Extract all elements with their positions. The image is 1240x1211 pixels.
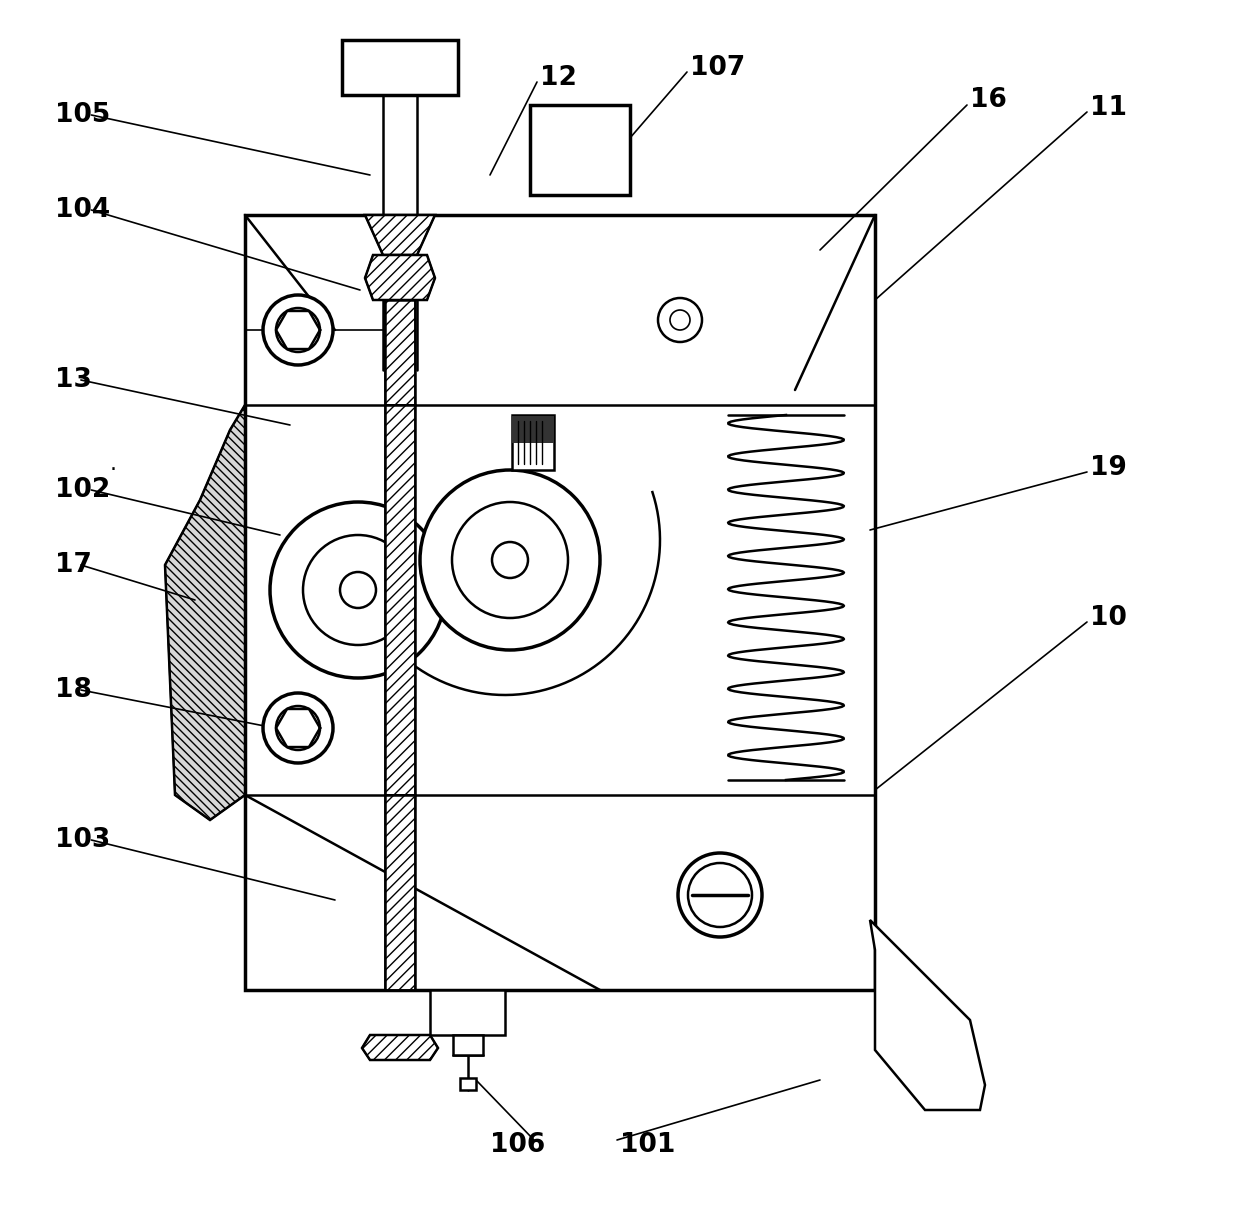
Circle shape	[277, 706, 320, 750]
Bar	[246, 216, 875, 991]
Bar	[384, 794, 415, 991]
Bar	[460, 1078, 476, 1090]
Text: 101: 101	[620, 1132, 676, 1158]
Text: 13: 13	[55, 367, 92, 394]
Polygon shape	[870, 920, 985, 1110]
Circle shape	[270, 503, 446, 678]
Bar	[384, 404, 415, 794]
Text: 19: 19	[1090, 455, 1127, 481]
Bar	[512, 417, 554, 443]
Bar	[453, 1035, 484, 1055]
Text: .: .	[110, 454, 117, 474]
Text: 18: 18	[55, 677, 92, 704]
Circle shape	[492, 543, 528, 578]
Text: 106: 106	[490, 1132, 546, 1158]
Polygon shape	[365, 256, 435, 300]
Polygon shape	[165, 404, 246, 820]
Text: 16: 16	[970, 87, 1007, 113]
Text: 17: 17	[55, 552, 92, 578]
Polygon shape	[365, 216, 435, 256]
Text: 11: 11	[1090, 94, 1127, 121]
Text: 12: 12	[539, 65, 577, 91]
Bar	[529, 105, 630, 195]
Text: 103: 103	[55, 827, 110, 853]
Bar	[430, 991, 505, 1035]
Text: 104: 104	[55, 197, 110, 223]
Text: 107: 107	[689, 54, 745, 81]
Circle shape	[340, 572, 376, 608]
Circle shape	[453, 503, 568, 618]
Circle shape	[678, 853, 763, 937]
Bar	[384, 404, 415, 794]
Bar	[384, 300, 415, 404]
Circle shape	[670, 310, 689, 331]
Text: 102: 102	[55, 477, 110, 503]
Circle shape	[263, 295, 334, 365]
Bar	[342, 40, 458, 94]
Circle shape	[277, 308, 320, 352]
Polygon shape	[362, 1035, 438, 1060]
Circle shape	[303, 535, 413, 645]
Circle shape	[420, 470, 600, 650]
Circle shape	[263, 693, 334, 763]
Text: 10: 10	[1090, 606, 1127, 631]
Bar	[384, 794, 415, 991]
Circle shape	[658, 298, 702, 342]
Bar	[384, 300, 415, 404]
Text: 105: 105	[55, 102, 110, 128]
Circle shape	[688, 863, 751, 926]
Bar	[512, 415, 554, 470]
